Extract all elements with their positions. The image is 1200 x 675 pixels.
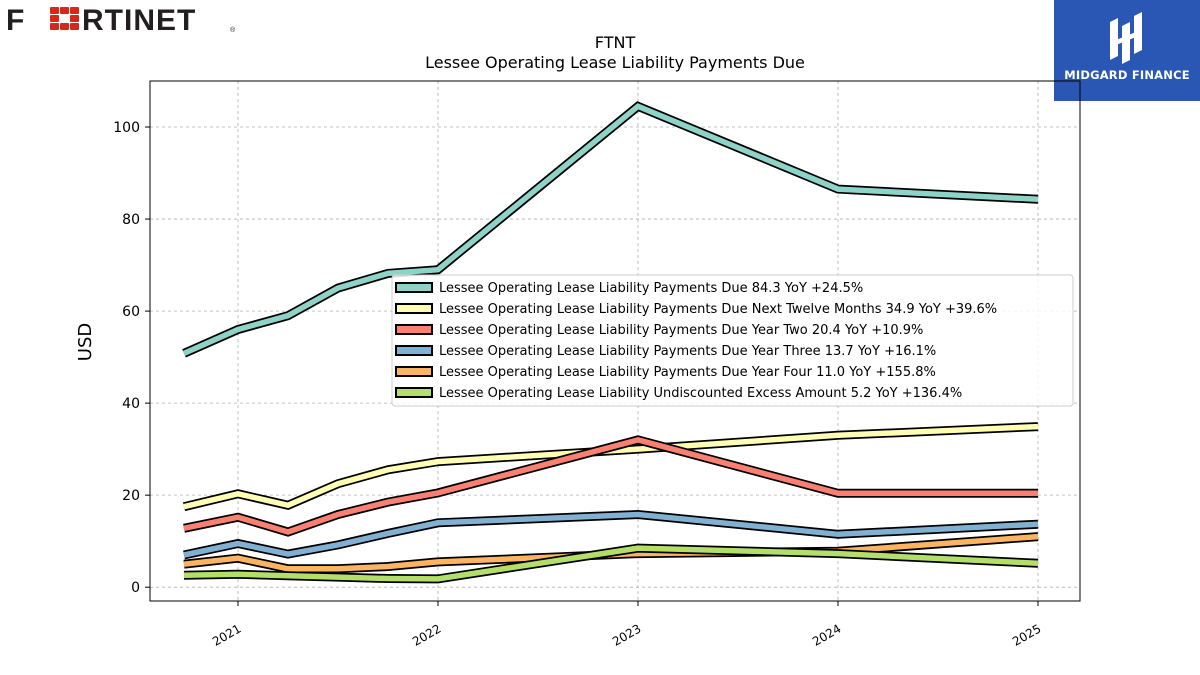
legend-label: Lessee Operating Lease Liability Payment…	[439, 281, 863, 296]
legend-item: Lessee Operating Lease Liability Payment…	[395, 323, 923, 338]
legend-swatch	[395, 303, 433, 314]
series-fill	[183, 423, 1039, 510]
legend-label: Lessee Operating Lease Liability Payment…	[439, 302, 997, 317]
legend-item: Lessee Operating Lease Liability Payment…	[395, 344, 936, 359]
series-fill	[183, 511, 1039, 558]
svg-text:®: ®	[230, 26, 236, 34]
legend-label: Lessee Operating Lease Liability Undisco…	[439, 386, 962, 401]
x-tick-label: 2025	[1010, 621, 1043, 648]
series-line-3	[183, 435, 1038, 537]
legend-label: Lessee Operating Lease Liability Payment…	[439, 344, 936, 359]
chart-subtitle: Lessee Operating Lease Liability Payment…	[425, 53, 805, 72]
x-tick-label: 2022	[410, 621, 443, 648]
svg-text:F: F	[6, 4, 24, 36]
legend-label: Lessee Operating Lease Liability Payment…	[439, 365, 936, 380]
legend-swatch	[395, 282, 433, 293]
series-line-1	[182, 101, 1039, 358]
midgard-mark-icon	[1110, 12, 1142, 64]
legend-swatch	[395, 345, 433, 356]
y-tick-label: 80	[122, 212, 140, 228]
legend-swatch	[395, 366, 433, 377]
x-tick-label: 2023	[610, 621, 643, 648]
y-tick-label: 20	[122, 488, 140, 504]
series-line-2	[182, 422, 1039, 512]
series-lines	[182, 101, 1039, 584]
series-fill	[183, 437, 1038, 535]
x-ticks: 2021 2022 2023 2024 2025	[210, 601, 1044, 649]
series-line-6	[183, 543, 1039, 584]
legend-swatch	[395, 387, 433, 398]
x-tick-label: 2021	[210, 621, 243, 648]
legend-item: Lessee Operating Lease Liability Undisco…	[395, 386, 962, 401]
y-ticks: 0 20 40 60 80 100	[113, 120, 150, 596]
y-tick-label: 0	[131, 580, 140, 596]
y-tick-label: 40	[122, 396, 140, 412]
legend-box	[391, 274, 1074, 407]
fortinet-logo: F RTINET ®	[4, 2, 236, 37]
partner-name: MIDGARD FINANCE	[1064, 68, 1190, 82]
plot-frame	[149, 80, 1081, 602]
x-tick-label: 2024	[810, 621, 843, 648]
legend: Lessee Operating Lease Liability Payment…	[391, 274, 1074, 407]
series-fill	[183, 545, 1039, 582]
series-line-4	[183, 509, 1039, 560]
legend-swatch	[395, 324, 433, 335]
legend-item: Lessee Operating Lease Liability Payment…	[395, 281, 863, 296]
legend-item: Lessee Operating Lease Liability Payment…	[395, 365, 936, 380]
chart-title: FTNT	[595, 33, 636, 52]
legend-label: Lessee Operating Lease Liability Payment…	[439, 323, 923, 338]
y-tick-label: 100	[113, 120, 140, 136]
series-fill	[182, 103, 1039, 356]
legend-item: Lessee Operating Lease Liability Payment…	[395, 302, 997, 317]
midgard-finance-logo: MIDGARD FINANCE	[1054, 0, 1200, 101]
svg-text:RTINET: RTINET	[82, 4, 196, 36]
y-tick-label: 60	[122, 304, 140, 320]
y-axis-label: USD	[75, 323, 96, 361]
